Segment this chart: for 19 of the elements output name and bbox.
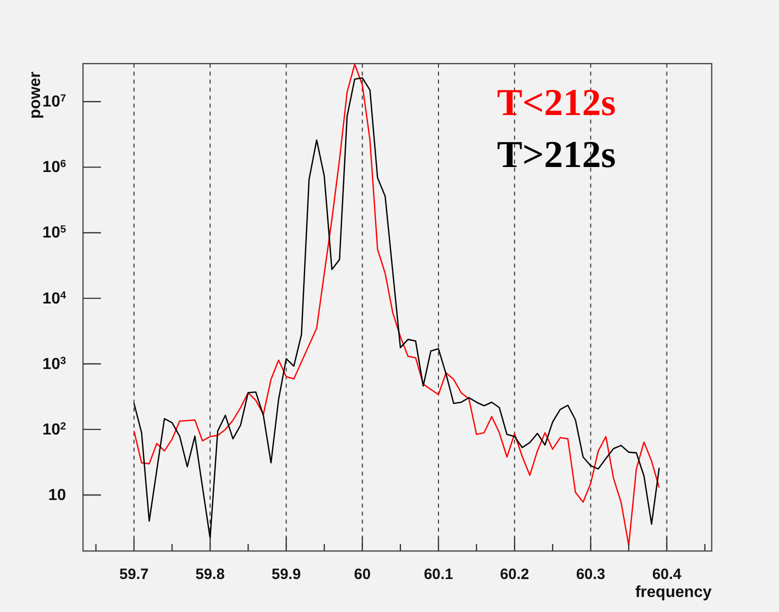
x-tick-label: 60.1 xyxy=(424,566,454,583)
x-tick-label: 60.3 xyxy=(576,566,606,583)
text: T>212s xyxy=(497,134,616,176)
x-tick-label: 60.4 xyxy=(652,566,682,583)
x-tick-label: 59.9 xyxy=(272,566,301,583)
x-tick-label: 59.8 xyxy=(196,566,225,583)
y-tick-label: 10$^{4}$ xyxy=(42,290,66,308)
y-axis-title: power xyxy=(27,72,44,119)
x-tick-label: 60 xyxy=(354,566,371,583)
y-tick-label: 10$^{5}$ xyxy=(42,224,66,242)
y-tick-label: 10$^{3}$ xyxy=(42,355,66,373)
y-tick-label: 10$^{2}$ xyxy=(42,420,66,438)
y-tick-label: 10$^{6}$ xyxy=(42,158,66,176)
x-axis-title: frequency xyxy=(635,584,712,601)
y-tick-label: 10 xyxy=(48,487,66,504)
y-tick-label: 10$^{7}$ xyxy=(42,93,66,111)
x-tick-label: 59.7 xyxy=(119,566,149,583)
text: T<212s xyxy=(497,82,616,124)
x-tick-label: 60.2 xyxy=(500,566,530,583)
